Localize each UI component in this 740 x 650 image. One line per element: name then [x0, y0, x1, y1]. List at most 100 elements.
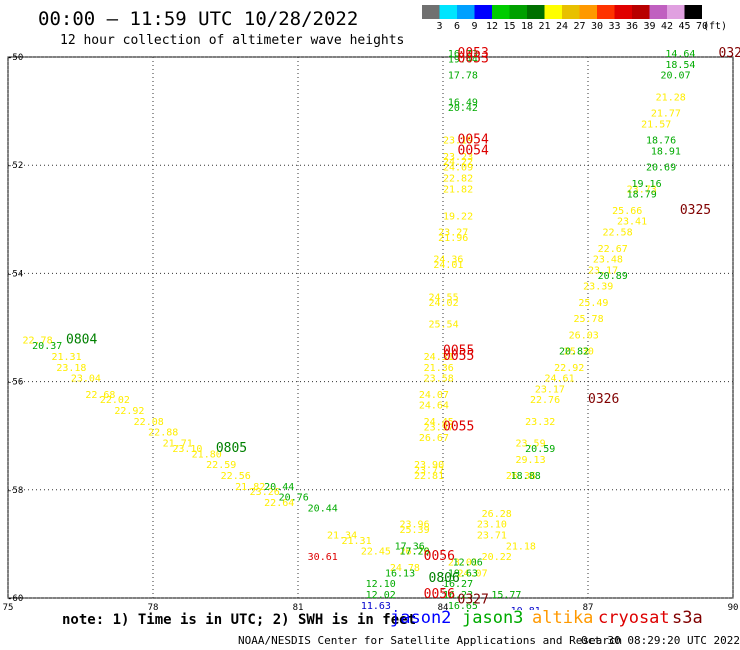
wave-height-label: 19.16: [632, 179, 662, 190]
wave-height-label: 24.36: [433, 255, 463, 266]
pass-time-label: 0806: [429, 571, 460, 586]
wave-height-label: 24.01: [433, 260, 463, 271]
wave-height-label: 23.04: [71, 374, 101, 385]
wave-height-label: 26.36: [506, 471, 536, 482]
pass-time-label: 0055: [443, 344, 474, 359]
wave-height-label: 23.01: [448, 558, 478, 569]
wave-height-label: 29.13: [516, 455, 546, 466]
colorbar-tick-label: 30: [590, 21, 604, 32]
x-tick-label: 75: [3, 603, 14, 610]
wave-height-label: 22.08: [134, 417, 164, 428]
colorbar-tick-label: 21: [538, 21, 551, 32]
wave-height-label: 21.96: [438, 233, 468, 244]
colorbar-tick-label: 3: [436, 21, 443, 32]
pass-time-label: 0326: [588, 392, 619, 407]
wave-height-label: 18.54: [665, 60, 695, 71]
wave-height-label: 24.78: [390, 563, 420, 574]
y-tick-label: -60: [7, 594, 23, 604]
x-tick-label: 81: [293, 603, 304, 610]
colorbar-tick-label: 18: [520, 21, 534, 32]
wave-height-label: 23.10: [172, 444, 202, 455]
x-tick-label: 84: [438, 603, 449, 610]
wave-height-label: 23.26: [250, 487, 280, 498]
wave-height-label: 25.78: [574, 314, 604, 325]
wave-height-label: 22.82: [443, 173, 473, 184]
wave-height-label: 16.73: [448, 49, 478, 60]
colorbar-tick-label: 24: [555, 21, 569, 32]
wave-height-label: 18.91: [651, 146, 681, 157]
wave-height-label: 25.49: [578, 298, 608, 309]
wave-height-label: 20.59: [525, 444, 555, 455]
pass-time-label: 0054: [458, 143, 489, 158]
wave-height-label: 10.81: [511, 606, 541, 610]
wave-height-label: 17.29: [400, 547, 430, 558]
wave-height-label: 11.63: [361, 601, 391, 610]
pass-time-label: 0055: [443, 419, 474, 434]
colorbar-tick-label: 15: [503, 21, 516, 32]
footer-timestamp: Oct 30 08:29:20 UTC 2022: [581, 634, 740, 647]
wave-height-label: 19.22: [443, 211, 473, 222]
legend-item-jason2: jason2: [390, 608, 452, 628]
wave-height-label: 26.76: [400, 547, 430, 558]
wave-height-label: 23.39: [583, 282, 613, 293]
wave-height-label: 20.07: [661, 71, 691, 82]
pass-time-label: 0056: [424, 587, 455, 602]
pass-time-label: 0056: [424, 549, 455, 564]
wave-height-label: 17.36: [395, 541, 425, 552]
colorbar-swatch: [439, 5, 457, 19]
colorbar-swatch: [422, 5, 440, 19]
wave-height-label: 21.77: [651, 109, 681, 120]
wave-height-label: 24.02: [429, 298, 459, 309]
wave-height-label: 23.19: [443, 136, 473, 147]
wave-height-label: 21.31: [52, 352, 82, 363]
wave-height-label: 23.10: [477, 520, 507, 531]
wave-height-label: 16.13: [385, 568, 415, 579]
pass-time-label: 0324: [719, 46, 740, 61]
wave-height-label: 14.64: [665, 49, 695, 60]
wave-height-label: 23.17: [588, 265, 618, 276]
pass-time-label: 0055: [443, 349, 474, 364]
wave-height-label: 21.36: [424, 363, 454, 374]
wave-height-label: 22.76: [530, 395, 560, 406]
pass-time-label: 0053: [458, 51, 489, 66]
wave-height-label: 22.02: [100, 395, 130, 406]
wave-height-label: 22.64: [264, 498, 294, 509]
wave-height-label: 12.02: [366, 590, 396, 601]
wave-height-label: 24.22: [443, 157, 473, 168]
wave-height-label: 16.23: [443, 590, 473, 601]
wave-height-label: 22.45: [361, 547, 391, 558]
colorbar-tick-label: 36: [625, 21, 639, 32]
legend-item-s3a: s3a: [672, 608, 703, 628]
wave-height-label: 22.88: [148, 428, 178, 439]
wave-height-label: 22.81: [414, 471, 444, 482]
wave-height-label: 24.09: [443, 163, 473, 174]
wave-height-label: 22.68: [85, 390, 115, 401]
wave-height-label: 22.56: [221, 471, 251, 482]
wave-height-label: 23.23: [443, 152, 473, 163]
wave-height-label: 24.55: [429, 292, 459, 303]
y-tick-label: -56: [7, 378, 23, 388]
x-tick-label: 87: [583, 603, 594, 610]
wave-height-label: 19.63: [448, 568, 478, 579]
x-tick-label: 90: [728, 603, 739, 610]
wave-height-label: 23.96: [400, 520, 430, 531]
colorbar-unit: (ft): [703, 21, 728, 32]
wave-height-label: 21.34: [327, 530, 357, 541]
wave-height-label: 25.39: [400, 525, 430, 536]
wave-height-label: 26.28: [482, 509, 512, 520]
wave-height-label: 30.61: [308, 552, 338, 563]
legend-item-cryosat: cryosat: [598, 608, 670, 628]
wave-height-label: 20.89: [598, 271, 628, 282]
wave-height-label: 22.67: [598, 244, 628, 255]
wave-height-label: 20.44: [308, 503, 338, 514]
pass-time-label: 0804: [66, 333, 97, 348]
wave-height-label: 24.31: [424, 352, 454, 363]
colorbar-swatch: [684, 5, 702, 19]
chart-title: 00:00 — 11:59 UTC 10/28/2022: [38, 8, 359, 30]
colorbar-swatch: [457, 5, 475, 19]
pass-time-label: 0053: [458, 46, 489, 61]
y-tick-label: -50: [7, 53, 23, 63]
wave-height-label: 21.71: [163, 439, 193, 450]
chart-subtitle: 12 hour collection of altimeter wave hei…: [60, 33, 405, 48]
plot-frame: [7, 56, 734, 599]
